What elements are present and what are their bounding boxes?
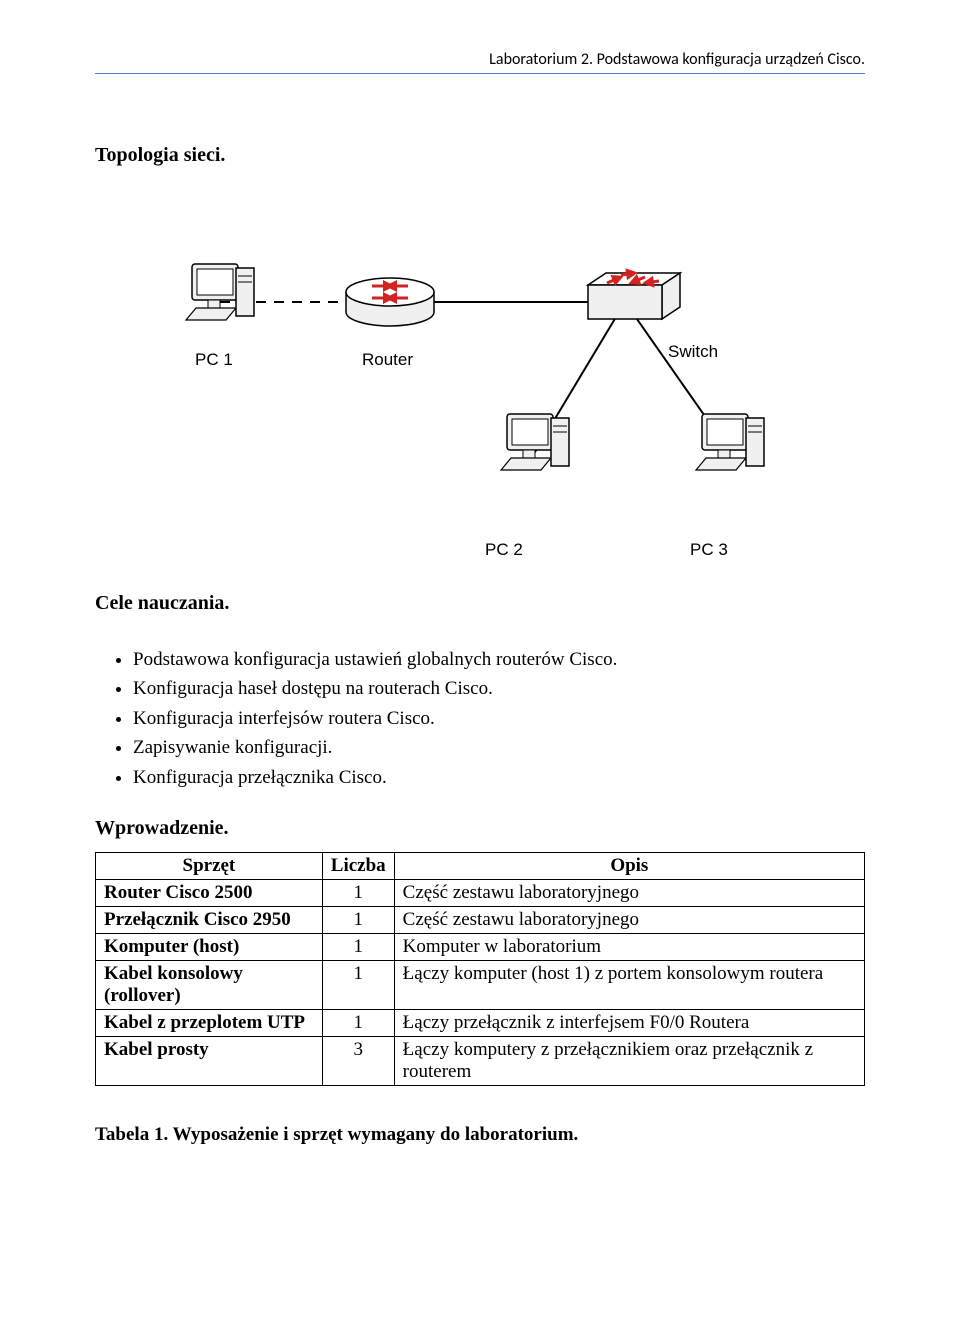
table-cell: Kabel prosty — [96, 1037, 323, 1086]
svg-text:PC 2: PC 2 — [485, 540, 523, 559]
svg-text:PC 3: PC 3 — [690, 540, 728, 559]
page-header: Laboratorium 2. Podstawowa konfiguracja … — [95, 50, 865, 69]
table-row: Router Cisco 25001Część zestawu laborato… — [96, 880, 865, 907]
table-cell: 1 — [322, 934, 394, 961]
table-caption: Tabela 1. Wyposażenie i sprzęt wymagany … — [95, 1124, 865, 1146]
svg-text:Router: Router — [362, 350, 413, 369]
goal-item: Konfiguracja haseł dostępu na routerach … — [133, 674, 865, 703]
table-header: Opis — [394, 853, 864, 880]
table-cell: Część zestawu laboratoryjnego — [394, 907, 864, 934]
goal-item: Zapisywanie konfiguracji. — [133, 733, 865, 762]
table-header: Liczba — [322, 853, 394, 880]
table-cell: Komputer w laboratorium — [394, 934, 864, 961]
network-diagram: PC 1 Router Switch PC 2 PC 3 — [95, 197, 865, 577]
table-cell: Komputer (host) — [96, 934, 323, 961]
network-svg: PC 1 Router Switch PC 2 PC 3 — [140, 197, 820, 577]
table-cell: Router Cisco 2500 — [96, 880, 323, 907]
table-cell: 3 — [322, 1037, 394, 1086]
table-cell: 1 — [322, 1010, 394, 1037]
table-row: Komputer (host)1Komputer w laboratorium — [96, 934, 865, 961]
table-cell: 1 — [322, 961, 394, 1010]
table-cell: 1 — [322, 907, 394, 934]
svg-text:PC 1: PC 1 — [195, 350, 233, 369]
pc-node — [501, 414, 569, 470]
table-cell: Łączy przełącznik z interfejsem F0/0 Rou… — [394, 1010, 864, 1037]
goal-item: Podstawowa konfiguracja ustawień globaln… — [133, 645, 865, 674]
svg-text:Switch: Switch — [668, 342, 718, 361]
table-cell: Część zestawu laboratoryjnego — [394, 880, 864, 907]
page: Laboratorium 2. Podstawowa konfiguracja … — [0, 0, 960, 1186]
table-cell: Łączy komputery z przełącznikiem oraz pr… — [394, 1037, 864, 1086]
goal-item: Konfiguracja przełącznika Cisco. — [133, 763, 865, 792]
switch-node — [588, 273, 680, 319]
table-row: Kabel konsolowy (rollover)1Łączy kompute… — [96, 961, 865, 1010]
table-cell: Przełącznik Cisco 2950 — [96, 907, 323, 934]
goals-list: Podstawowa konfiguracja ustawień globaln… — [133, 645, 865, 792]
table-row: Przełącznik Cisco 29501Część zestawu lab… — [96, 907, 865, 934]
table-row: Kabel z przeplotem UTP1Łączy przełącznik… — [96, 1010, 865, 1037]
table-cell: 1 — [322, 880, 394, 907]
table-header: Sprzęt — [96, 853, 323, 880]
intro-title: Wprowadzenie. — [95, 817, 865, 840]
table-row: Kabel prosty3Łączy komputery z przełączn… — [96, 1037, 865, 1086]
pc-node — [696, 414, 764, 470]
topology-title: Topologia sieci. — [95, 144, 865, 167]
table-cell: Kabel konsolowy (rollover) — [96, 961, 323, 1010]
goal-item: Konfiguracja interfejsów routera Cisco. — [133, 704, 865, 733]
table-cell: Kabel z przeplotem UTP — [96, 1010, 323, 1037]
router-node — [346, 278, 434, 326]
table-cell: Łączy komputer (host 1) z portem konsolo… — [394, 961, 864, 1010]
equipment-table: SprzętLiczbaOpisRouter Cisco 25001Część … — [95, 852, 865, 1086]
pc-node — [186, 264, 254, 320]
header-rule — [95, 73, 865, 74]
goals-title: Cele nauczania. — [95, 592, 865, 615]
